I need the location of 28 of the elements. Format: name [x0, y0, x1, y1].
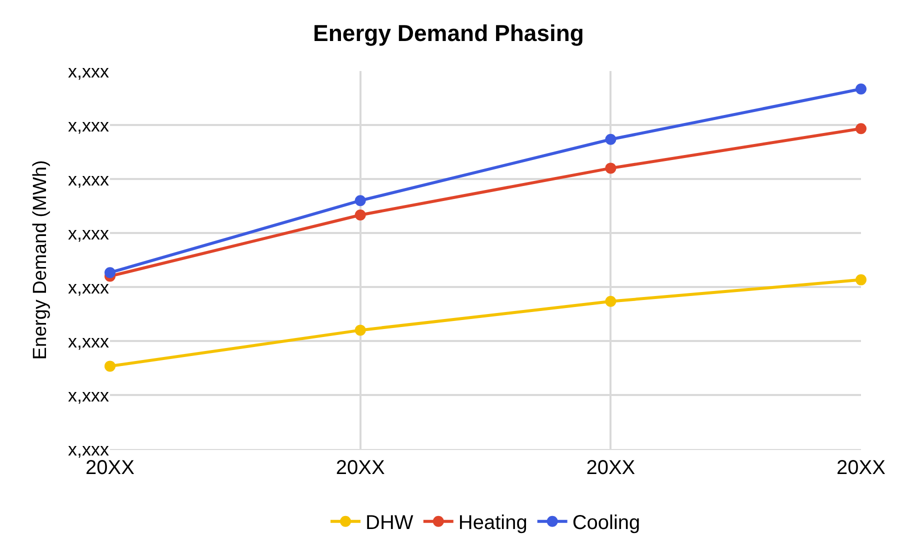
point: [605, 296, 616, 307]
text: x,xxx: [68, 385, 109, 406]
text: x,xxx: [68, 61, 109, 82]
x-tick-label: 20XX: [586, 457, 636, 479]
legend-label: Heating: [458, 512, 528, 534]
point: [104, 267, 116, 278]
point: [104, 360, 116, 372]
point: [856, 274, 866, 286]
chart-title: Energy Demand Phasing: [313, 20, 584, 46]
point: [605, 134, 616, 145]
text: x,xxx: [68, 277, 109, 298]
point: [354, 195, 366, 206]
point: [354, 324, 366, 336]
text: x,xxx: [68, 331, 109, 352]
text: x,xxx: [68, 115, 109, 136]
y-axis-title: Energy Demand (MWh): [30, 160, 51, 360]
text: x,xxx: [68, 169, 109, 190]
text: x,xxx: [68, 439, 109, 460]
legend-label: DHW: [366, 512, 414, 534]
legend-label: Cooling: [572, 512, 640, 534]
point: [354, 210, 366, 220]
x-tick-label: 20XX: [836, 457, 886, 479]
x-tick-label: 20XX: [86, 457, 134, 479]
text: x,xxx: [68, 223, 109, 244]
x-tick-label: 20XX: [336, 457, 385, 479]
point: [856, 123, 866, 134]
point: [605, 162, 616, 174]
point: [856, 84, 866, 94]
